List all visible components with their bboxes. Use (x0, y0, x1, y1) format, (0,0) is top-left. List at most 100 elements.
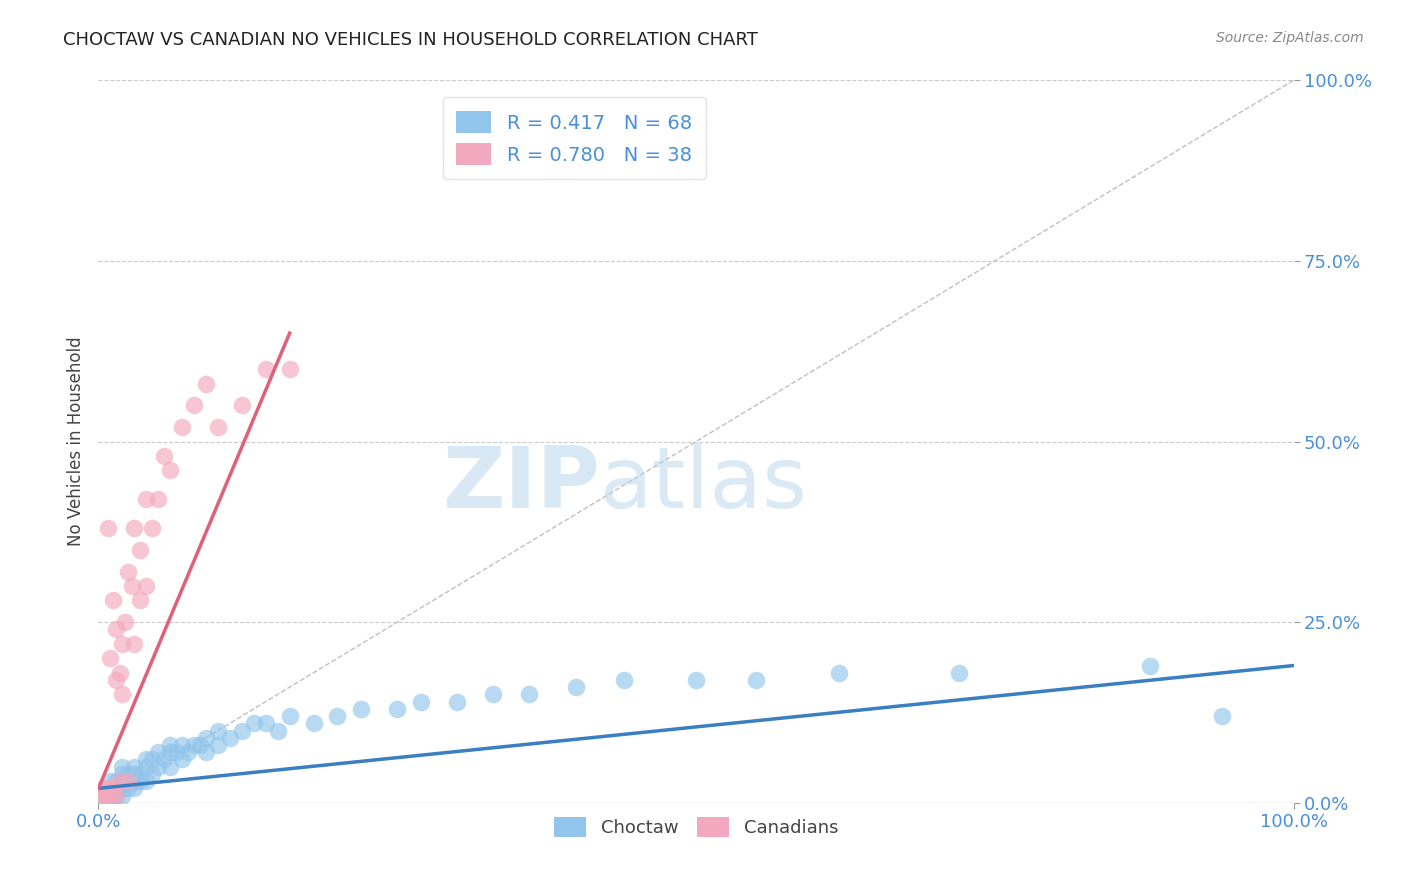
Point (101, 781, 124, 796)
Point (117, 774, 139, 789)
Point (183, 398, 205, 412)
Point (114, 615, 136, 630)
Point (97, 789, 120, 803)
Point (243, 716, 266, 731)
Point (278, 709, 301, 723)
Point (231, 723, 253, 738)
Point (159, 760, 181, 774)
Point (141, 767, 163, 781)
Point (828, 665, 851, 680)
Point (117, 781, 139, 796)
Point (745, 673, 768, 687)
Point (613, 673, 636, 687)
Point (207, 420, 229, 434)
Point (105, 781, 128, 796)
Point (124, 637, 146, 651)
Y-axis label: No Vehicles in Household: No Vehicles in Household (66, 336, 84, 547)
Point (129, 593, 152, 607)
Point (108, 774, 131, 789)
Point (141, 752, 163, 766)
Point (121, 579, 143, 593)
Point (172, 738, 194, 752)
Point (98, 774, 122, 789)
Point (117, 565, 139, 579)
Point (93, 781, 115, 796)
Point (117, 774, 139, 789)
Point (105, 789, 128, 803)
Point (326, 709, 349, 723)
Point (90, 789, 112, 803)
Point (350, 702, 373, 716)
Legend: Choctaw, Canadians: Choctaw, Canadians (547, 810, 845, 845)
Point (98, 789, 122, 803)
Point (111, 767, 134, 781)
Point (188, 738, 211, 752)
Point (105, 623, 128, 637)
Point (111, 789, 134, 803)
Point (302, 716, 325, 731)
Point (105, 789, 128, 803)
Point (98, 789, 122, 803)
Point (141, 521, 163, 535)
Point (124, 767, 146, 781)
Point (111, 781, 134, 796)
Point (135, 492, 157, 507)
Point (385, 702, 409, 716)
Point (105, 673, 128, 687)
Point (98, 651, 122, 665)
Point (207, 723, 229, 738)
Point (153, 752, 176, 766)
Point (159, 738, 181, 752)
Point (481, 687, 505, 701)
Point (111, 637, 134, 651)
Point (195, 745, 218, 759)
Point (98, 781, 122, 796)
Point (94, 789, 117, 803)
Point (267, 723, 290, 738)
Point (121, 774, 143, 789)
Point (165, 745, 187, 759)
Point (135, 579, 157, 593)
Point (101, 789, 124, 803)
Point (129, 774, 152, 789)
Point (159, 463, 181, 477)
Point (148, 492, 170, 507)
Point (231, 398, 253, 412)
Point (93, 789, 115, 803)
Point (172, 420, 194, 434)
Point (254, 362, 277, 376)
Point (129, 767, 152, 781)
Point (195, 731, 218, 745)
Text: CHOCTAW VS CANADIAN NO VEHICLES IN HOUSEHOLD CORRELATION CHART: CHOCTAW VS CANADIAN NO VEHICLES IN HOUSE… (63, 31, 758, 49)
Point (124, 521, 146, 535)
Point (446, 695, 468, 709)
Point (1211, 709, 1233, 723)
Point (219, 731, 242, 745)
Point (135, 752, 157, 766)
Point (411, 695, 433, 709)
Point (172, 752, 194, 766)
Point (129, 542, 152, 557)
Point (148, 745, 170, 759)
Point (124, 781, 146, 796)
Point (148, 760, 170, 774)
Point (108, 665, 131, 680)
Point (98, 781, 122, 796)
Point (278, 362, 301, 376)
Point (124, 760, 146, 774)
Text: Source: ZipAtlas.com: Source: ZipAtlas.com (1216, 31, 1364, 45)
Point (685, 673, 707, 687)
Point (153, 449, 176, 463)
Point (565, 680, 588, 694)
Point (97, 789, 120, 803)
Point (108, 781, 131, 796)
Point (183, 738, 205, 752)
Point (948, 665, 970, 680)
Point (207, 738, 229, 752)
Point (254, 716, 277, 731)
Point (177, 745, 200, 759)
Point (135, 774, 157, 789)
Text: atlas: atlas (600, 443, 808, 526)
Point (97, 521, 120, 535)
Point (117, 767, 139, 781)
